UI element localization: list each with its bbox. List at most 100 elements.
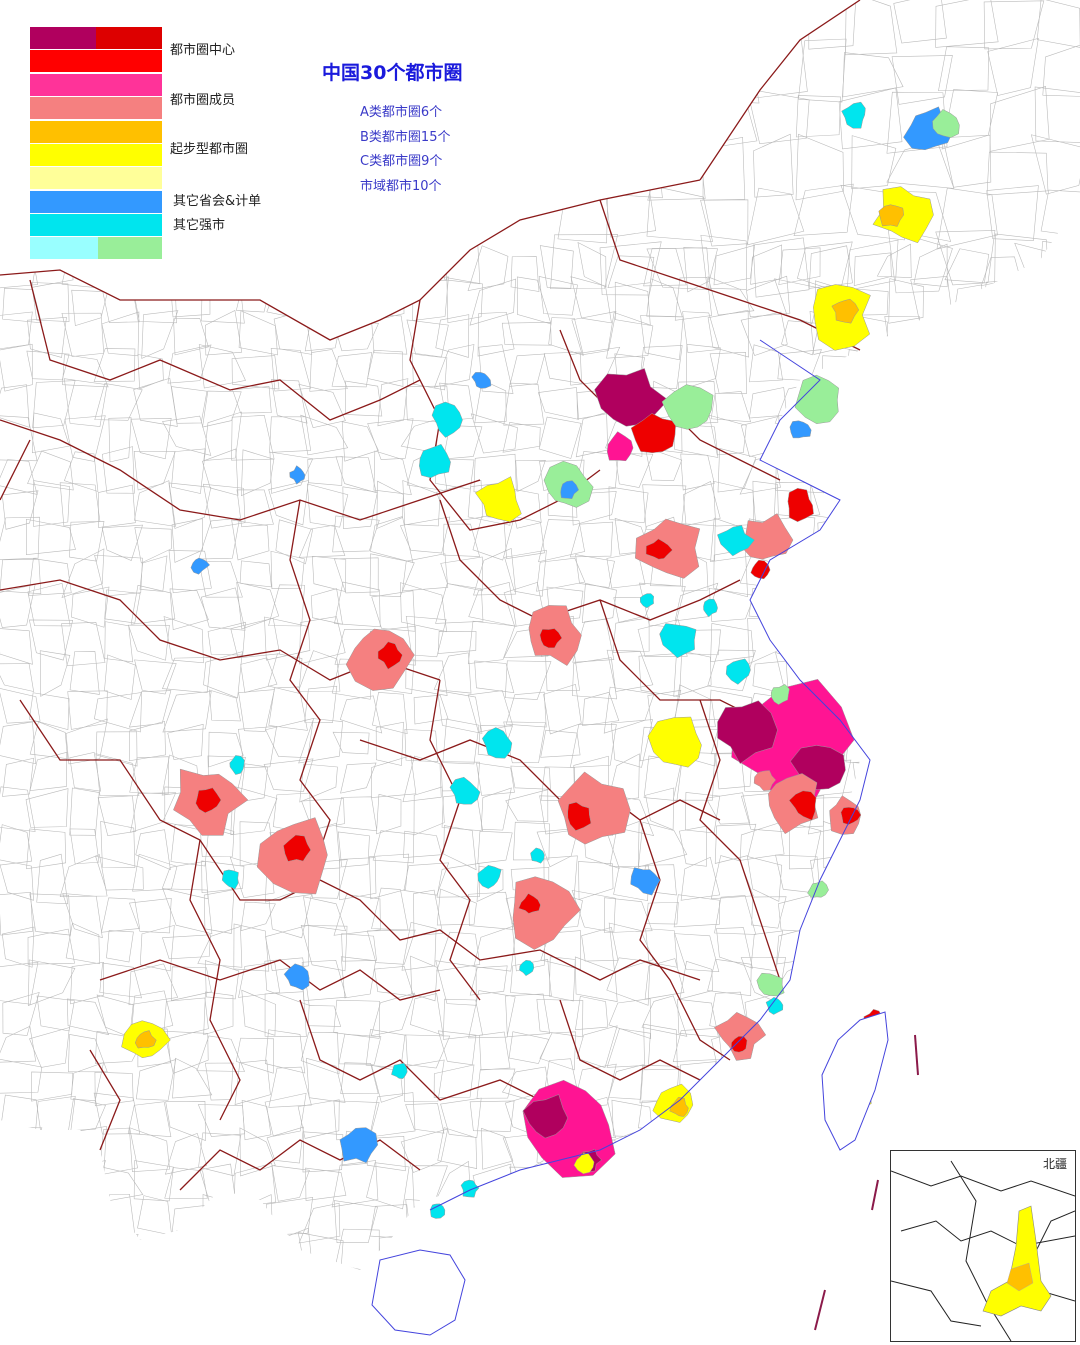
county-cell <box>876 243 912 279</box>
county-cell <box>893 0 947 44</box>
county-cell <box>335 456 377 494</box>
county-cell <box>608 922 654 972</box>
county-cell <box>782 557 821 589</box>
county-cell <box>1030 134 1080 195</box>
county-cell <box>983 858 1018 897</box>
county-cell <box>983 0 1045 50</box>
county-cell <box>97 484 136 528</box>
county-cell <box>876 795 920 828</box>
county-cell <box>682 311 720 353</box>
county-cell <box>853 824 886 863</box>
county-cell <box>707 276 755 316</box>
county-cell <box>509 1166 551 1204</box>
county-cell <box>269 416 312 453</box>
county-cell <box>168 550 212 594</box>
county-cell <box>61 312 105 357</box>
county-cell <box>948 893 988 928</box>
county-cell <box>240 657 278 693</box>
county-cell <box>774 1140 815 1172</box>
county-cell <box>369 553 415 597</box>
county-cell <box>435 960 477 1006</box>
metro-member <box>512 876 581 950</box>
county-cell <box>979 346 1027 393</box>
county-cell <box>304 685 338 723</box>
county-cell <box>269 451 314 494</box>
county-cell <box>658 40 710 99</box>
county-cell <box>876 855 918 902</box>
province-border-line <box>89 1049 121 1151</box>
county-cell <box>130 584 176 625</box>
county-cell <box>61 621 106 667</box>
county-cell <box>743 1104 780 1143</box>
county-cell <box>700 234 747 290</box>
county-cell <box>162 934 211 960</box>
county-cell <box>548 317 584 356</box>
county-cell <box>910 791 954 828</box>
county-cell <box>608 998 652 1040</box>
county-cell <box>440 1097 482 1138</box>
strong-city <box>530 847 545 864</box>
provincial-capital <box>339 1127 378 1164</box>
county-cell <box>950 683 992 730</box>
county-cell <box>680 453 715 491</box>
county-cell <box>775 452 825 494</box>
county-cell <box>645 928 678 968</box>
county-cell <box>94 1071 134 1107</box>
county-cell <box>472 1163 512 1208</box>
county-cell <box>27 959 76 1006</box>
county-cell <box>921 583 960 618</box>
county-cell <box>410 993 444 1036</box>
county-cell <box>104 589 141 624</box>
county-cell <box>241 1099 272 1141</box>
county-cell <box>198 344 246 389</box>
county-cell <box>161 860 209 900</box>
province-border-line <box>299 999 541 1101</box>
county-cell <box>510 765 551 790</box>
county-cell <box>646 247 711 291</box>
county-cell <box>672 1027 723 1063</box>
county-cell <box>952 1098 993 1137</box>
metro-core <box>518 893 541 914</box>
county-cell <box>880 412 923 461</box>
county-cell <box>716 927 753 969</box>
county-cell <box>915 480 955 530</box>
county-cell <box>170 966 212 1001</box>
county-cell <box>886 351 918 391</box>
county-cell <box>944 525 984 561</box>
county-cell <box>1046 320 1080 351</box>
county-cell <box>372 692 408 735</box>
county-cell <box>64 415 106 462</box>
county-cell <box>582 691 620 727</box>
county-cell <box>264 1029 306 1074</box>
county-cell <box>1045 346 1080 395</box>
county-cell <box>0 663 35 692</box>
county-cell <box>270 379 308 424</box>
county-cell <box>1023 582 1053 628</box>
county-cell <box>646 278 683 318</box>
county-cell <box>67 690 108 730</box>
county-cell <box>952 312 993 357</box>
county-cell <box>163 616 204 664</box>
county-cell <box>477 830 513 864</box>
county-cell <box>399 255 449 281</box>
county-cell <box>813 994 854 1031</box>
county-cell <box>613 596 654 623</box>
county-cell <box>741 1058 776 1108</box>
county-cell <box>237 725 278 768</box>
metro-member <box>753 770 777 791</box>
county-cell <box>571 491 617 526</box>
county-cell <box>682 1262 716 1270</box>
county-cell <box>207 621 246 656</box>
county-cell <box>241 989 277 1036</box>
county-cell <box>265 924 310 971</box>
county-cell <box>846 888 891 937</box>
county-cell <box>543 1271 585 1310</box>
county-cell <box>436 888 477 926</box>
county-cell <box>205 310 243 356</box>
county-cell <box>994 233 1049 292</box>
county-cell <box>232 386 272 414</box>
county-cell <box>167 344 212 384</box>
county-cell <box>750 244 783 285</box>
county-cell <box>1051 925 1080 961</box>
county-cell <box>134 480 176 527</box>
